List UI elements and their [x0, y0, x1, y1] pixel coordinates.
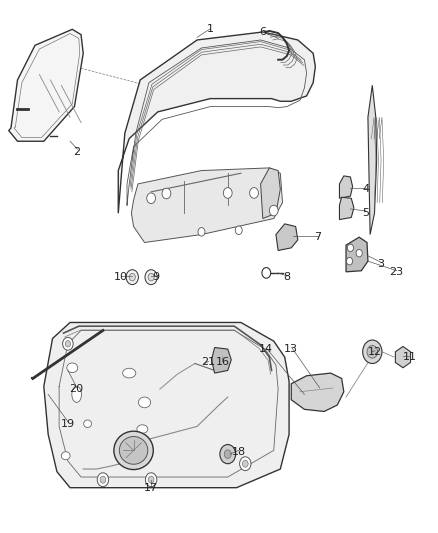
- Polygon shape: [118, 32, 315, 213]
- Circle shape: [147, 193, 155, 204]
- Text: 21: 21: [201, 358, 215, 367]
- Text: 11: 11: [403, 352, 417, 362]
- Circle shape: [63, 337, 73, 350]
- Circle shape: [145, 270, 157, 285]
- Circle shape: [100, 477, 106, 483]
- Text: 23: 23: [389, 267, 403, 277]
- Circle shape: [198, 228, 205, 236]
- Ellipse shape: [137, 425, 148, 433]
- Circle shape: [346, 257, 353, 265]
- Polygon shape: [212, 348, 231, 373]
- Text: 20: 20: [70, 384, 84, 394]
- Text: 18: 18: [232, 447, 246, 457]
- Ellipse shape: [119, 437, 148, 464]
- Circle shape: [262, 268, 271, 278]
- Circle shape: [243, 460, 248, 467]
- Ellipse shape: [61, 452, 70, 459]
- Text: 1: 1: [207, 25, 214, 34]
- Polygon shape: [291, 373, 344, 411]
- Ellipse shape: [84, 420, 92, 427]
- Polygon shape: [44, 322, 289, 488]
- Text: 8: 8: [283, 272, 290, 282]
- Ellipse shape: [138, 397, 151, 408]
- Circle shape: [235, 226, 242, 235]
- Text: 9: 9: [152, 272, 159, 282]
- Ellipse shape: [123, 368, 136, 378]
- Circle shape: [347, 244, 353, 252]
- Circle shape: [97, 473, 109, 487]
- Circle shape: [220, 445, 236, 464]
- Polygon shape: [346, 237, 368, 272]
- Text: 3: 3: [378, 259, 385, 269]
- Ellipse shape: [114, 431, 153, 470]
- Text: 19: 19: [61, 419, 75, 429]
- Circle shape: [250, 188, 258, 198]
- Polygon shape: [9, 29, 83, 141]
- Text: 14: 14: [259, 344, 273, 354]
- Circle shape: [162, 188, 171, 199]
- Ellipse shape: [67, 363, 78, 373]
- Text: 6: 6: [259, 27, 266, 37]
- Text: 10: 10: [113, 272, 127, 282]
- Text: 4: 4: [362, 184, 369, 194]
- Text: 12: 12: [367, 347, 381, 357]
- Text: 16: 16: [215, 358, 230, 367]
- Circle shape: [240, 457, 251, 471]
- Polygon shape: [261, 168, 280, 219]
- Circle shape: [223, 188, 232, 198]
- Circle shape: [145, 473, 157, 487]
- Text: 5: 5: [362, 208, 369, 218]
- Polygon shape: [131, 168, 283, 243]
- Text: 13: 13: [284, 344, 298, 354]
- Polygon shape: [339, 197, 354, 220]
- Circle shape: [224, 450, 231, 458]
- Text: 2: 2: [73, 147, 80, 157]
- Circle shape: [363, 340, 382, 364]
- Circle shape: [356, 249, 362, 257]
- Polygon shape: [368, 85, 377, 235]
- Circle shape: [367, 345, 378, 358]
- Polygon shape: [339, 176, 353, 198]
- Text: 7: 7: [314, 232, 321, 242]
- Ellipse shape: [72, 386, 81, 402]
- Circle shape: [129, 273, 135, 281]
- Circle shape: [148, 273, 154, 281]
- Circle shape: [148, 477, 154, 483]
- Circle shape: [126, 270, 138, 285]
- Circle shape: [269, 205, 278, 216]
- Polygon shape: [396, 346, 410, 368]
- Text: 17: 17: [144, 483, 158, 492]
- Circle shape: [65, 341, 71, 347]
- Polygon shape: [276, 224, 298, 251]
